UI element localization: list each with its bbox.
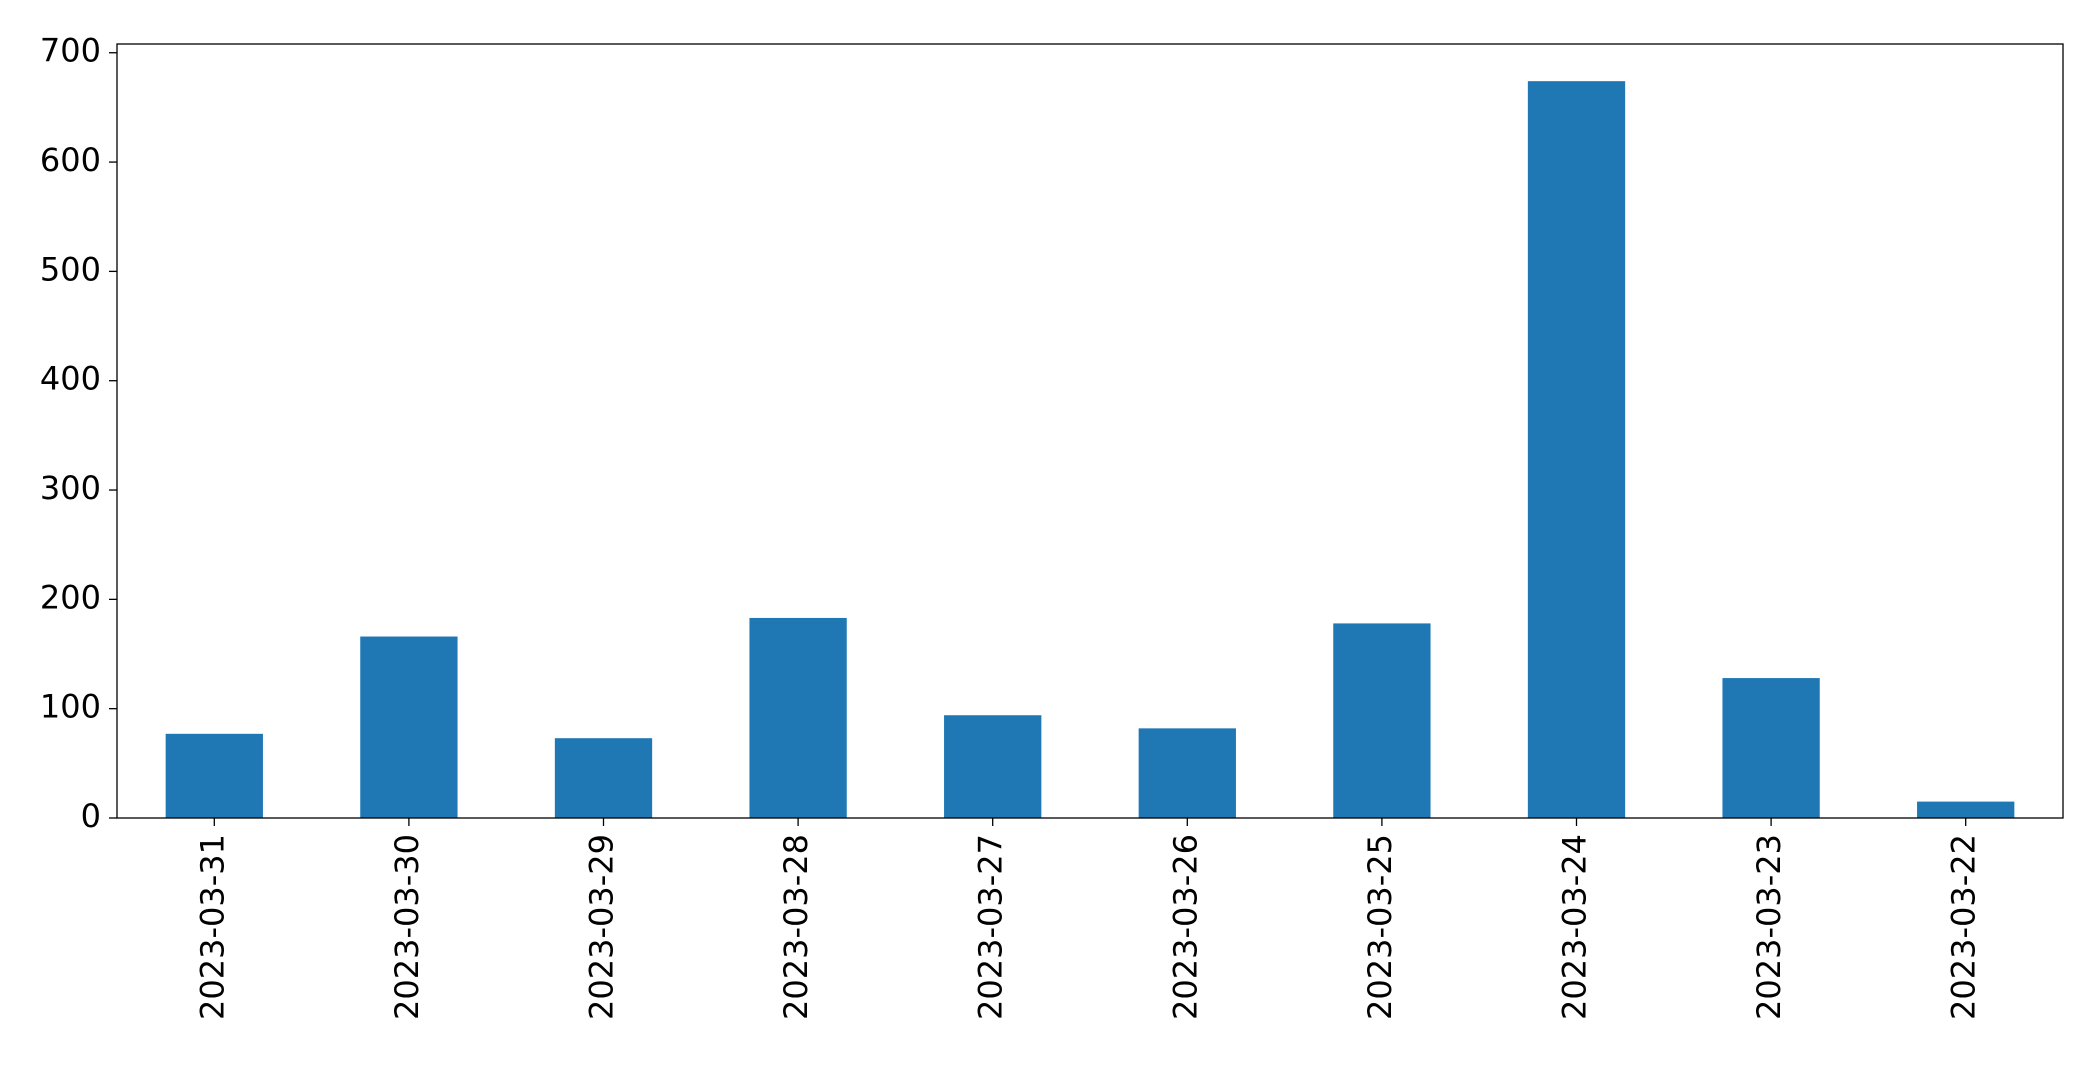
plot-frame [116, 43, 2064, 819]
bar [1138, 728, 1236, 818]
bar [360, 636, 458, 818]
y-tick-label: 400 [40, 360, 101, 398]
bar [1527, 81, 1626, 818]
x-tick-label: 2023-03-28 [777, 834, 815, 1020]
y-tick-label: 200 [40, 578, 101, 616]
x-tick-label: 2023-03-24 [1556, 834, 1594, 1020]
bar [554, 738, 653, 818]
x-tick-label: 2023-03-22 [1945, 834, 1983, 1020]
y-tick-label: 700 [40, 32, 101, 70]
x-tick-label: 2023-03-26 [1166, 834, 1204, 1020]
bar [1917, 801, 2015, 818]
y-tick-label: 300 [40, 469, 101, 507]
x-tick-label: 2023-03-27 [972, 834, 1010, 1020]
bar [1722, 678, 1820, 818]
y-tick-label: 100 [40, 688, 101, 726]
x-tick-label: 2023-03-31 [193, 834, 231, 1020]
y-tick-label: 0 [81, 797, 101, 835]
y-tick-label: 600 [40, 141, 101, 179]
x-tick-label: 2023-03-30 [388, 834, 426, 1020]
y-tick-label: 500 [40, 250, 101, 288]
x-tick-label: 2023-03-29 [583, 834, 621, 1020]
bar [944, 715, 1042, 818]
x-tick-label: 2023-03-25 [1361, 834, 1399, 1020]
bar [749, 617, 847, 818]
x-tick-label: 2023-03-23 [1750, 834, 1788, 1020]
bar [1333, 623, 1431, 818]
bar [165, 733, 263, 818]
